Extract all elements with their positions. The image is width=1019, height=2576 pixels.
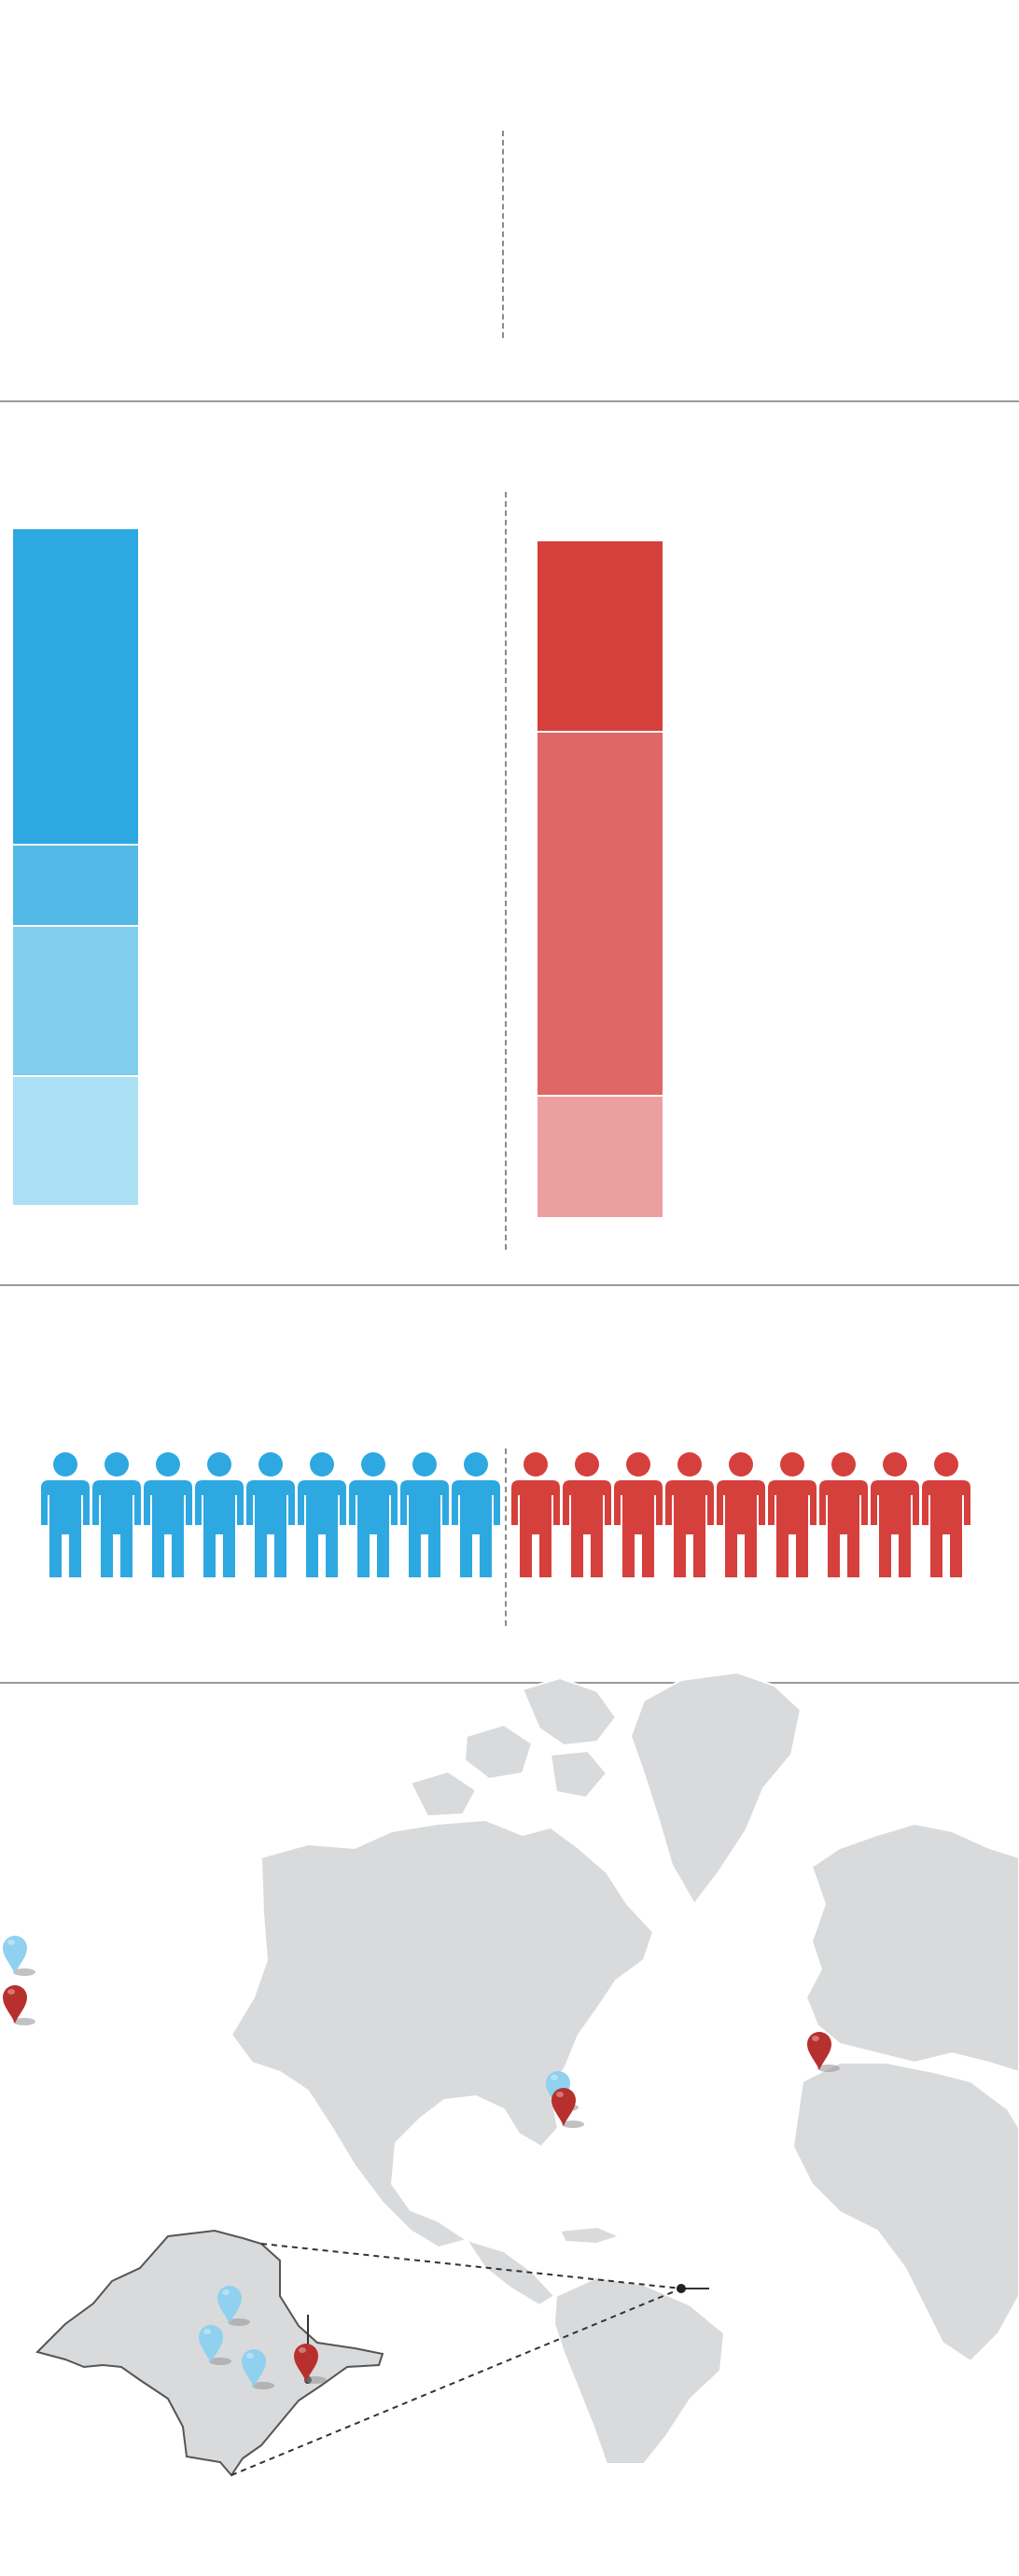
right-person-icon-2	[563, 1452, 611, 1577]
africa-shape	[791, 2062, 1019, 2363]
left-bar-segment-3	[13, 925, 138, 1075]
left-person-icon-6	[298, 1452, 346, 1577]
people-group-right	[511, 1452, 973, 1577]
arctic-islands-shape	[521, 1676, 618, 1747]
left-person-icon-3	[144, 1452, 192, 1577]
right-person-icon-1	[511, 1452, 560, 1577]
right-bar-segment-1	[537, 541, 663, 731]
left-person-icon-9	[452, 1452, 500, 1577]
right-person-icon-5	[717, 1452, 765, 1577]
left-bar-segment-4	[13, 1075, 138, 1205]
inset-region-shape	[35, 2229, 384, 2477]
location-marker-dot	[677, 2284, 686, 2293]
world-map	[230, 1671, 1019, 2465]
right-person-icon-4	[665, 1452, 714, 1577]
right-person-icon-7	[819, 1452, 868, 1577]
section2-center-divider	[505, 492, 507, 1250]
greenland-shape	[629, 1671, 803, 1906]
left-person-icon-7	[349, 1452, 398, 1577]
section-divider-3	[0, 1682, 1019, 1684]
left-person-icon-5	[246, 1452, 295, 1577]
right-person-icon-9	[922, 1452, 970, 1577]
left-person-icon-4	[195, 1452, 244, 1577]
europe-shape	[804, 1822, 1019, 2074]
section1-center-divider	[502, 131, 504, 338]
inset-leader-bottom	[230, 2288, 682, 2476]
north-america-shape	[230, 1818, 655, 2249]
right-person-icon-8	[871, 1452, 919, 1577]
section3-center-divider	[505, 1449, 507, 1626]
left-bar-segment-2	[13, 844, 138, 925]
section-divider-1	[0, 400, 1019, 402]
right-person-icon-6	[768, 1452, 817, 1577]
inset-region-map	[35, 2229, 709, 2477]
right-bar-segment-2	[537, 731, 663, 1095]
left-bar-segment-1	[13, 529, 138, 844]
left-person-icon-8	[400, 1452, 449, 1577]
people-group-left	[41, 1452, 503, 1577]
left-person-icon-1	[41, 1452, 90, 1577]
right-person-icon-3	[614, 1452, 663, 1577]
central-america-shape	[464, 2238, 556, 2307]
inset-leader-top	[260, 2243, 682, 2289]
stacked-bar-left	[13, 529, 138, 1205]
inset-callout-dot	[304, 2376, 312, 2384]
section-divider-2	[0, 1284, 1019, 1286]
right-bar-segment-3	[537, 1095, 663, 1217]
stacked-bar-right	[537, 541, 663, 1217]
left-person-icon-2	[92, 1452, 141, 1577]
